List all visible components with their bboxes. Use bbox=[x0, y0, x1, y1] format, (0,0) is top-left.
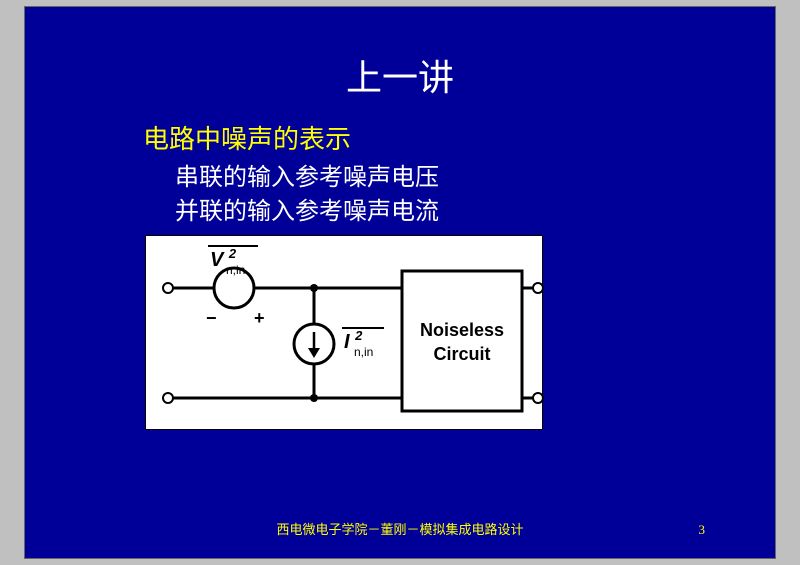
current-subscript: n,in bbox=[354, 345, 373, 359]
slide-title: 上一讲 bbox=[25, 49, 775, 101]
bullet-item-1: 串联的输入参考噪声电压 bbox=[175, 157, 439, 192]
circuit-diagram: − + V 2 n,in bbox=[145, 235, 543, 430]
svg-text:−: − bbox=[206, 308, 217, 328]
slide-container: 上一讲 电路中噪声的表示 串联的输入参考噪声电压 并联的输入参考噪声电流 − +… bbox=[24, 6, 776, 559]
block-label-2: Circuit bbox=[433, 344, 490, 364]
block-label-1: Noiseless bbox=[420, 320, 504, 340]
voltage-subscript: n,in bbox=[226, 263, 245, 277]
footer-text: 西电微电子学院－董刚－模拟集成电路设计 bbox=[25, 519, 775, 538]
svg-text:+: + bbox=[254, 308, 265, 328]
page-number: 3 bbox=[699, 522, 706, 538]
bullet-item-2: 并联的输入参考噪声电流 bbox=[175, 191, 439, 226]
circuit-svg: − + V 2 n,in bbox=[146, 236, 544, 431]
section-heading: 电路中噪声的表示 bbox=[143, 119, 351, 156]
